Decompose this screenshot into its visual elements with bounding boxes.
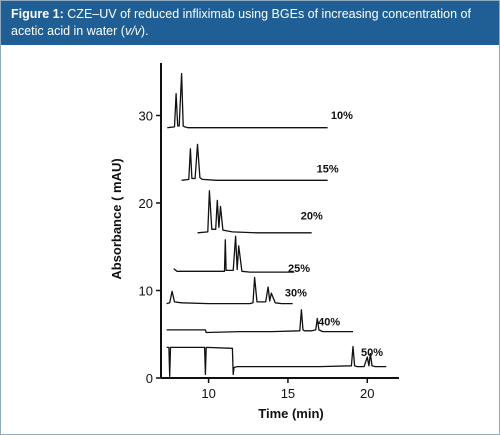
x-tick-label: 15	[281, 386, 295, 401]
chart-traces	[166, 72, 387, 377]
y-tick-label: 20	[139, 196, 153, 211]
x-axis-title: Time (min)	[258, 406, 324, 421]
trace-label-25pct: 25%	[288, 263, 310, 275]
trace-label-50pct: 50%	[361, 347, 383, 359]
trace-labels: 10% 15% 20% 25% 30% 40% 50%	[285, 110, 383, 359]
caption-bar: Figure 1: CZE–UV of reduced infliximab u…	[1, 1, 499, 45]
caption-text-italic: v/v	[124, 23, 141, 38]
x-tick-label: 20	[360, 386, 374, 401]
trace-10pct	[167, 72, 328, 129]
trace-25pct	[173, 235, 295, 273]
caption-text-b: ).	[140, 23, 149, 38]
y-axis-title: Absorbance ( mAU)	[109, 158, 124, 279]
trace-50pct	[166, 345, 387, 377]
trace-40pct	[166, 309, 353, 334]
trace-20pct	[197, 190, 312, 234]
y-tick-label: 30	[139, 109, 153, 124]
x-tick-label: 10	[201, 386, 215, 401]
y-tick-label: 0	[146, 371, 153, 386]
chart-axes: 0 10 20 30 10 15 20	[139, 63, 399, 401]
trace-label-30pct: 30%	[285, 288, 307, 300]
trace-label-10pct: 10%	[331, 110, 353, 122]
caption-text-a: CZE–UV of reduced infliximab using BGEs …	[11, 7, 471, 38]
trace-15pct	[181, 143, 328, 181]
trace-label-40pct: 40%	[318, 317, 340, 329]
figure-caption: Figure 1: CZE–UV of reduced infliximab u…	[11, 6, 491, 39]
caption-label: Figure 1:	[11, 7, 64, 21]
trace-label-15pct: 15%	[317, 163, 339, 175]
trace-label-20pct: 20%	[301, 211, 323, 223]
y-tick-label: 10	[139, 284, 153, 299]
trace-30pct	[166, 276, 293, 305]
